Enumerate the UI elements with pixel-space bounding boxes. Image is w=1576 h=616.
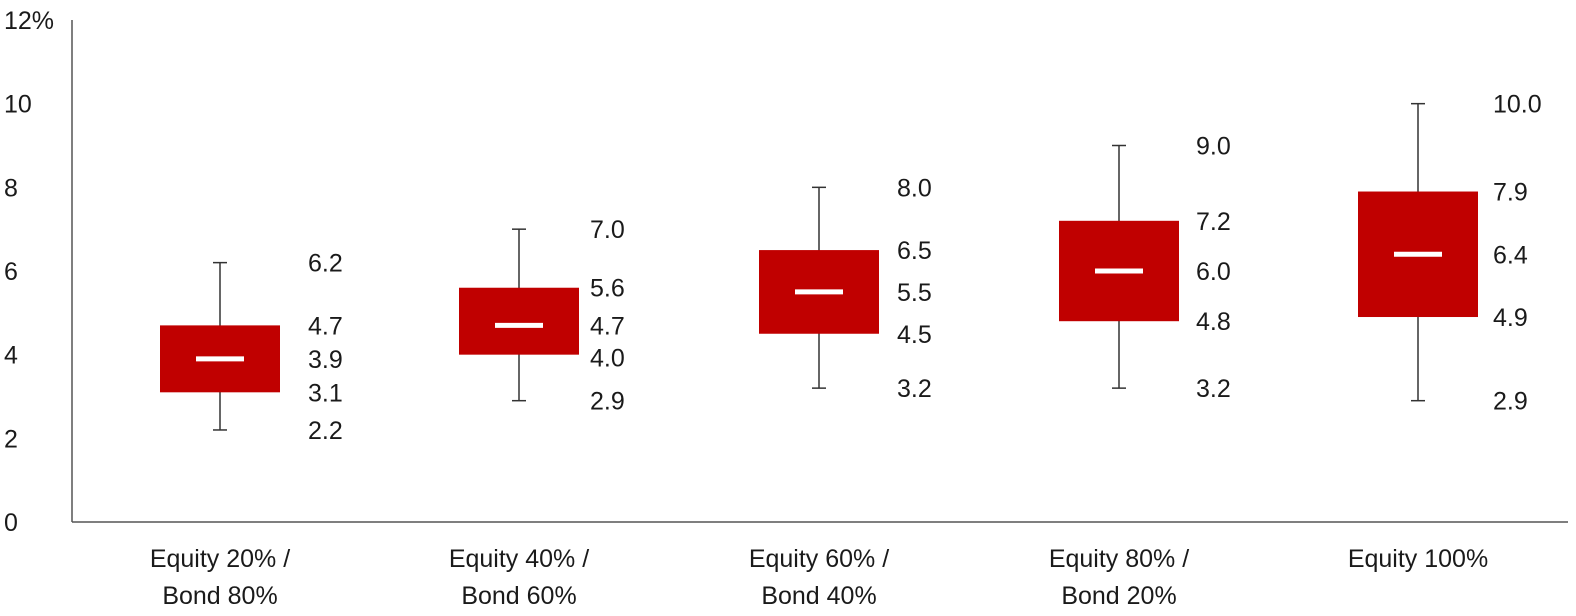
y-tick-label: 2 (4, 425, 18, 453)
data-label: 6.2 (308, 250, 343, 278)
data-label: 5.6 (590, 275, 625, 303)
data-label: 3.1 (308, 379, 343, 407)
data-label: 4.7 (308, 312, 343, 340)
category-label-line2: Bond 60% (461, 582, 576, 610)
box-group: 9.0 7.2 6.0 4.8 3.2 (1059, 133, 1231, 403)
y-tick-label: 0 (4, 509, 18, 537)
data-label: 4.0 (590, 344, 625, 372)
data-label: 3.9 (308, 346, 343, 374)
data-label: 7.0 (590, 216, 625, 244)
category-label-line2: Bond 20% (1061, 582, 1176, 610)
data-label: 7.9 (1493, 179, 1528, 207)
category-label-line1: Equity 60% / (749, 545, 889, 573)
y-tick-label: 12% (4, 7, 54, 35)
data-label: 10.0 (1493, 91, 1542, 119)
y-axis-ticks: 0 2 4 6 8 10 12% (4, 7, 54, 537)
box-group: 8.0 6.5 5.5 4.5 3.2 (759, 174, 932, 403)
category-label-line2: Bond 40% (761, 582, 876, 610)
data-label: 6.5 (897, 237, 932, 265)
box-group: 7.0 5.6 4.7 4.0 2.9 (459, 216, 625, 416)
box-iqr (459, 287, 579, 355)
category-label-line1: Equity 40% / (449, 545, 589, 573)
y-tick-label: 10 (4, 91, 32, 119)
data-label: 2.2 (308, 417, 343, 445)
data-label: 2.9 (1493, 388, 1528, 416)
box-group: 6.2 4.7 3.9 3.1 2.2 (160, 250, 343, 445)
box-group: 10.0 7.9 6.4 4.9 2.9 (1358, 91, 1542, 416)
data-label: 8.0 (897, 174, 932, 202)
box-series: 6.2 4.7 3.9 3.1 2.2 7.0 5.6 4.7 4.0 2.9 8.0 6.5 5.5 4… (160, 91, 1542, 445)
data-label: 7.2 (1196, 208, 1231, 236)
data-label: 4.9 (1493, 304, 1528, 332)
data-label: 6.0 (1196, 258, 1231, 286)
y-tick-label: 6 (4, 258, 18, 286)
data-label: 2.9 (590, 388, 625, 416)
data-label: 4.5 (897, 321, 932, 349)
category-label-line1: Equity 80% / (1049, 545, 1189, 573)
data-label: 4.7 (590, 312, 625, 340)
y-tick-label: 8 (4, 174, 18, 202)
x-axis-labels: Equity 20% / Bond 80% Equity 40% / Bond 60%… (150, 545, 1488, 610)
category-label-line2: Bond 80% (162, 582, 277, 610)
data-label: 3.2 (897, 375, 932, 403)
data-label: 3.2 (1196, 375, 1231, 403)
data-label: 6.4 (1493, 241, 1528, 269)
data-label: 5.5 (897, 279, 932, 307)
data-label: 4.8 (1196, 308, 1231, 336)
category-label-line1: Equity 20% / (150, 545, 290, 573)
category-label-line1: Equity 100% (1348, 545, 1488, 573)
data-label: 9.0 (1196, 133, 1231, 161)
y-tick-label: 4 (4, 342, 18, 370)
